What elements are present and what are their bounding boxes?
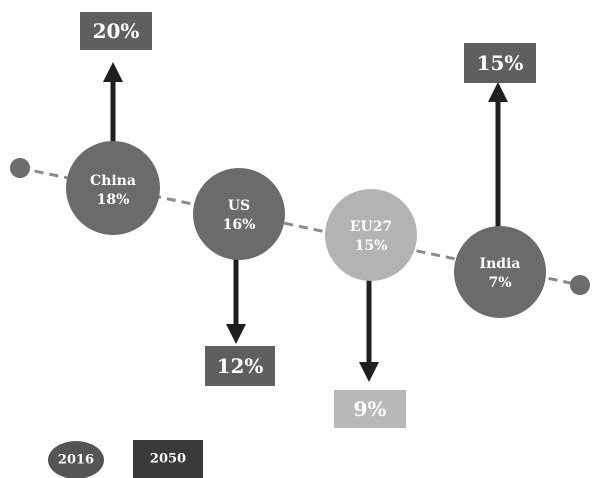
china-2050-share: 20% <box>93 19 140 43</box>
node-us: US 16% <box>193 168 285 260</box>
legend-box-icon <box>133 440 203 478</box>
legend-2016: 2016 <box>48 441 104 478</box>
us-2050-box: 12% <box>205 346 275 386</box>
legend-box-label: 2050 <box>150 452 186 467</box>
node-china-name: China <box>90 173 136 189</box>
legend: 2016 2050 <box>48 440 203 478</box>
legend-circle-icon <box>48 441 104 478</box>
node-china-circle <box>66 141 160 235</box>
legend-2050: 2050 <box>133 440 203 478</box>
node-india-2016-share: 7% <box>488 275 511 291</box>
node-china-2016-share: 18% <box>97 192 130 208</box>
india-2050-box: 15% <box>464 43 536 83</box>
eu27-2050-box: 9% <box>334 390 406 428</box>
node-eu27-2016-share: 15% <box>355 238 388 254</box>
node-india-circle <box>454 226 546 318</box>
node-india: India 7% <box>454 226 546 318</box>
trend-line-start-dot <box>10 158 30 178</box>
node-us-name: US <box>228 198 250 214</box>
node-us-circle <box>193 168 285 260</box>
trend-line-end-dot <box>570 275 590 295</box>
node-eu27-name: EU27 <box>350 219 392 235</box>
eu27-2050-share: 9% <box>354 397 387 421</box>
node-china: China 18% <box>66 141 160 235</box>
us-2050-share: 12% <box>217 354 264 378</box>
legend-circle-label: 2016 <box>58 453 94 468</box>
india-2050-share: 15% <box>477 51 524 75</box>
node-eu27: EU27 15% <box>325 189 417 281</box>
node-us-2016-share: 16% <box>223 217 256 233</box>
node-india-name: India <box>480 256 521 272</box>
node-eu27-circle <box>325 189 417 281</box>
china-2050-box: 20% <box>80 12 152 50</box>
